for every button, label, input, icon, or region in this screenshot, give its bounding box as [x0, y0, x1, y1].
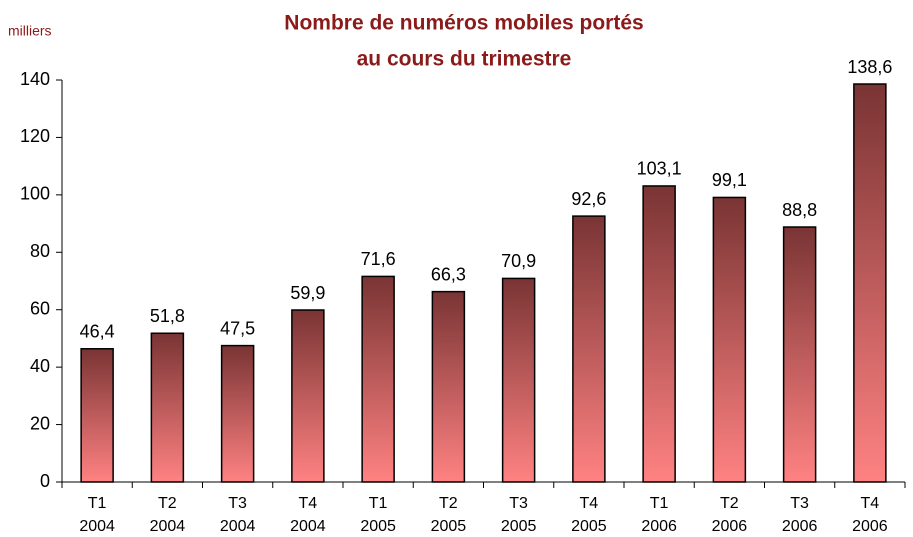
x-tick-label: T4 — [299, 495, 318, 512]
data-label: 46,4 — [80, 322, 115, 342]
y-axis-label: milliers — [8, 23, 52, 39]
bar — [712, 196, 747, 483]
y-tick-label: 60 — [30, 298, 50, 318]
x-tick-label: T2 — [720, 495, 739, 512]
x-tick-label: T3 — [228, 495, 247, 512]
data-label: 51,8 — [150, 306, 185, 326]
bar — [80, 348, 114, 483]
data-label: 92,6 — [571, 189, 606, 209]
x-tick-label: 2006 — [712, 518, 748, 535]
x-tick-label: T1 — [88, 495, 107, 512]
x-tick-label: T1 — [369, 495, 388, 512]
x-tick-label: 2004 — [79, 518, 115, 535]
x-tick-label: 2005 — [501, 518, 537, 535]
chart-title: Nombre de numéros mobiles portés — [284, 12, 643, 35]
x-tick-label: 2005 — [571, 518, 607, 535]
x-tick-label: 2004 — [220, 518, 256, 535]
bar — [291, 309, 325, 483]
bar — [431, 290, 466, 483]
x-tick-label: T3 — [509, 495, 528, 512]
data-label: 47,5 — [220, 318, 255, 338]
y-tick-label: 120 — [20, 126, 50, 146]
data-label: 70,9 — [501, 251, 536, 271]
x-tick-label: T2 — [158, 495, 177, 512]
data-label: 99,1 — [712, 170, 747, 190]
x-tick-label: T1 — [650, 495, 669, 512]
y-tick-label: 100 — [20, 184, 50, 204]
data-label: 71,6 — [361, 249, 396, 269]
bar — [501, 277, 536, 483]
x-tick-label: T2 — [439, 495, 458, 512]
bar — [642, 185, 676, 483]
x-tick-label: T4 — [861, 495, 880, 512]
bar — [782, 226, 817, 483]
y-tick-label: 140 — [20, 69, 50, 89]
bar — [150, 332, 185, 483]
x-tick-label: 2006 — [641, 518, 677, 535]
data-label: 138,6 — [847, 57, 892, 77]
y-tick-label: 0 — [40, 471, 50, 491]
y-tick-label: 40 — [30, 356, 50, 376]
data-label: 103,1 — [637, 159, 682, 179]
bar — [572, 215, 606, 483]
data-label: 66,3 — [431, 264, 466, 284]
x-tick-label: T3 — [790, 495, 809, 512]
y-tick-label: 80 — [30, 241, 50, 261]
bar — [220, 344, 255, 483]
x-tick-label: 2004 — [150, 518, 186, 535]
x-tick-label: 2005 — [360, 518, 396, 535]
bar — [853, 83, 887, 483]
chart-title: au cours du trimestre — [357, 48, 572, 71]
bar — [361, 275, 395, 483]
y-tick-label: 20 — [30, 413, 50, 433]
x-tick-label: 2004 — [290, 518, 326, 535]
x-tick-label: T4 — [580, 495, 599, 512]
x-tick-label: 2005 — [431, 518, 467, 535]
x-tick-label: 2006 — [782, 518, 818, 535]
data-label: 88,8 — [782, 200, 817, 220]
data-label: 59,9 — [290, 283, 325, 303]
x-tick-label: 2006 — [852, 518, 888, 535]
